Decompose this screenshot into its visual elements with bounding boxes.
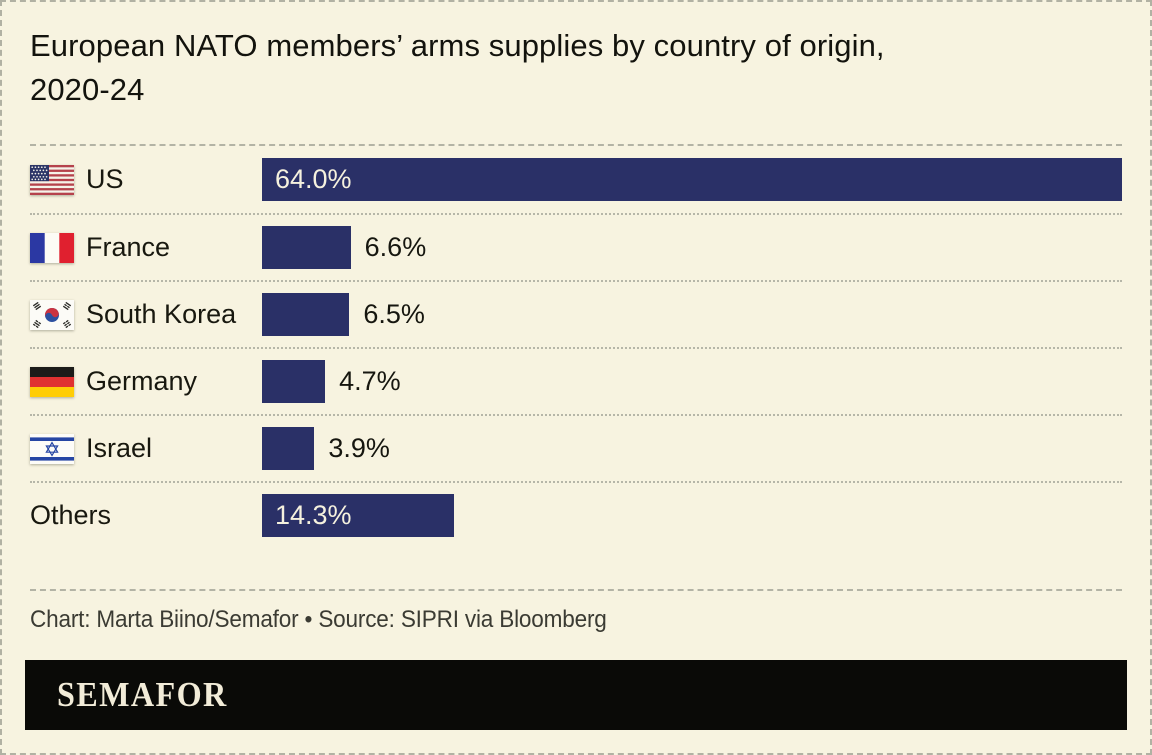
bar-area: 4.7% (262, 360, 1122, 403)
chart-row: France 6.6% (30, 213, 1122, 280)
chart-title-line1: European NATO members’ arms supplies by … (30, 28, 885, 63)
country-label: Others (30, 500, 112, 530)
country-label: France (86, 232, 171, 262)
bar (262, 293, 350, 336)
credits-text: Chart: Marta Biino/Semafor • Source: SIP… (30, 606, 607, 633)
bar (262, 226, 351, 269)
bar-area: 3.9% (262, 427, 1122, 470)
row-label-cell: South Korea (30, 299, 262, 330)
chart-row: Others 14.3% (30, 481, 1122, 548)
country-label: Israel (86, 433, 153, 463)
country-label: South Korea (86, 299, 237, 329)
country-label: Germany (86, 366, 198, 396)
footer-separator (30, 589, 1122, 591)
value-label: 6.5% (363, 299, 425, 329)
bar: 14.3% (262, 494, 455, 537)
chart-title-line2: 2020-24 (30, 72, 145, 107)
chart-rows: US 64.0% France 6.6% South Korea 6.5% Germa… (30, 146, 1122, 548)
chart-row: South Korea 6.5% (30, 280, 1122, 347)
semafor-banner: SEMAFOR (25, 660, 1127, 730)
bar-area: 6.6% (262, 226, 1122, 269)
bar (262, 360, 326, 403)
de-flag-icon (30, 366, 74, 397)
value-label: 4.7% (339, 366, 401, 396)
bar-area: 14.3% (262, 494, 1122, 537)
title-separator (30, 144, 1122, 146)
row-label-cell: US (30, 164, 262, 195)
bar (262, 427, 315, 470)
bar: 64.0% (262, 158, 1122, 201)
bar-area: 64.0% (262, 158, 1122, 201)
value-label: 64.0% (275, 164, 352, 194)
bar-area: 6.5% (262, 293, 1122, 336)
value-label: 3.9% (328, 433, 390, 463)
chart-row: Germany 4.7% (30, 347, 1122, 414)
fr-flag-icon (30, 232, 74, 263)
kr-flag-icon (30, 299, 74, 330)
chart-title: European NATO members’ arms supplies by … (30, 24, 1122, 112)
chart-row: Israel 3.9% (30, 414, 1122, 481)
credits-line: Chart: Marta Biino/Semafor • Source: SIP… (30, 605, 1122, 635)
value-label: 6.6% (364, 232, 427, 262)
chart-row: US 64.0% (30, 146, 1122, 213)
semafor-logo: SEMAFOR (57, 675, 228, 714)
row-label-cell: Israel (30, 433, 262, 464)
country-label: US (86, 164, 124, 194)
value-label: 14.3% (275, 500, 352, 530)
il-flag-icon (30, 433, 74, 464)
row-label-cell: Germany (30, 366, 262, 397)
us-flag-icon (30, 164, 74, 195)
row-label-cell: Others (30, 500, 262, 531)
row-label-cell: France (30, 232, 262, 263)
